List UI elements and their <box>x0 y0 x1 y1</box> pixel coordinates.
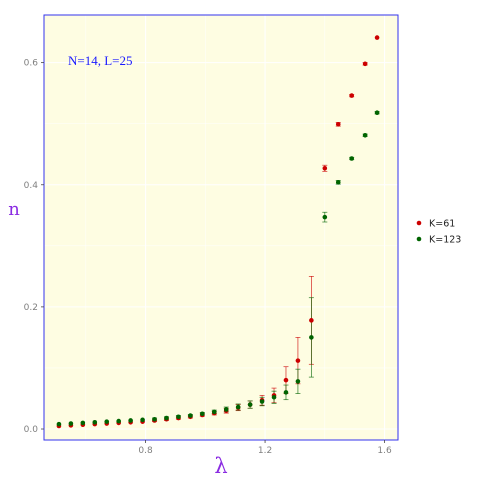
data-point <box>92 419 98 425</box>
legend-label: K=61 <box>429 219 455 230</box>
data-point <box>362 61 368 67</box>
data-point <box>349 93 354 98</box>
data-point <box>322 214 328 220</box>
data-point <box>322 165 328 171</box>
legend: K=61 K=123 <box>416 219 461 246</box>
data-point <box>164 415 169 421</box>
data-point <box>295 379 301 384</box>
data-point <box>362 132 368 138</box>
x-axis-ticks: 0.8 1.2 1.6 <box>138 440 392 456</box>
y-axis-ticks: 0.0 0.2 0.4 0.6 <box>24 59 44 435</box>
y-tick-label: 0.2 <box>24 303 38 313</box>
y-tick-label: 0.6 <box>24 59 39 69</box>
data-point <box>283 377 289 383</box>
data-point <box>68 421 74 426</box>
plot-border <box>43 14 399 441</box>
data-point <box>128 418 133 423</box>
grid-lines <box>44 15 398 440</box>
data-point <box>80 420 86 426</box>
x-tick-label: 1.2 <box>258 446 272 456</box>
x-tick-label: 1.6 <box>377 446 392 456</box>
data-point <box>152 416 157 422</box>
data-point <box>140 417 145 423</box>
y-axis-title: n <box>8 199 20 220</box>
data-point <box>309 318 314 323</box>
data-point <box>223 407 229 412</box>
data-point <box>349 156 354 161</box>
data-point <box>259 399 265 404</box>
data-point <box>104 419 110 424</box>
legend-key <box>416 220 422 226</box>
data-point <box>247 402 253 407</box>
y-tick-label: 0.0 <box>24 425 39 435</box>
data-point <box>335 122 341 127</box>
data-point <box>235 404 241 410</box>
data-point <box>283 390 289 395</box>
data-points <box>56 35 380 429</box>
data-point <box>374 110 380 116</box>
data-point <box>309 335 314 340</box>
data-point <box>295 358 301 363</box>
legend-key <box>416 236 422 242</box>
data-point <box>335 180 341 185</box>
annotation-label: N=14, L=25 <box>68 53 133 68</box>
data-point <box>56 421 62 427</box>
x-tick-label: 0.8 <box>138 446 153 456</box>
data-point <box>200 411 205 417</box>
y-tick-label: 0.4 <box>24 181 39 191</box>
data-point <box>116 418 121 424</box>
data-point <box>176 414 181 420</box>
data-point <box>211 409 217 415</box>
data-point <box>188 413 193 418</box>
plot-panel <box>44 15 398 440</box>
legend-label: K=123 <box>429 235 461 246</box>
data-point <box>271 394 277 400</box>
x-axis-title: λ <box>214 454 227 478</box>
data-point <box>374 35 380 40</box>
